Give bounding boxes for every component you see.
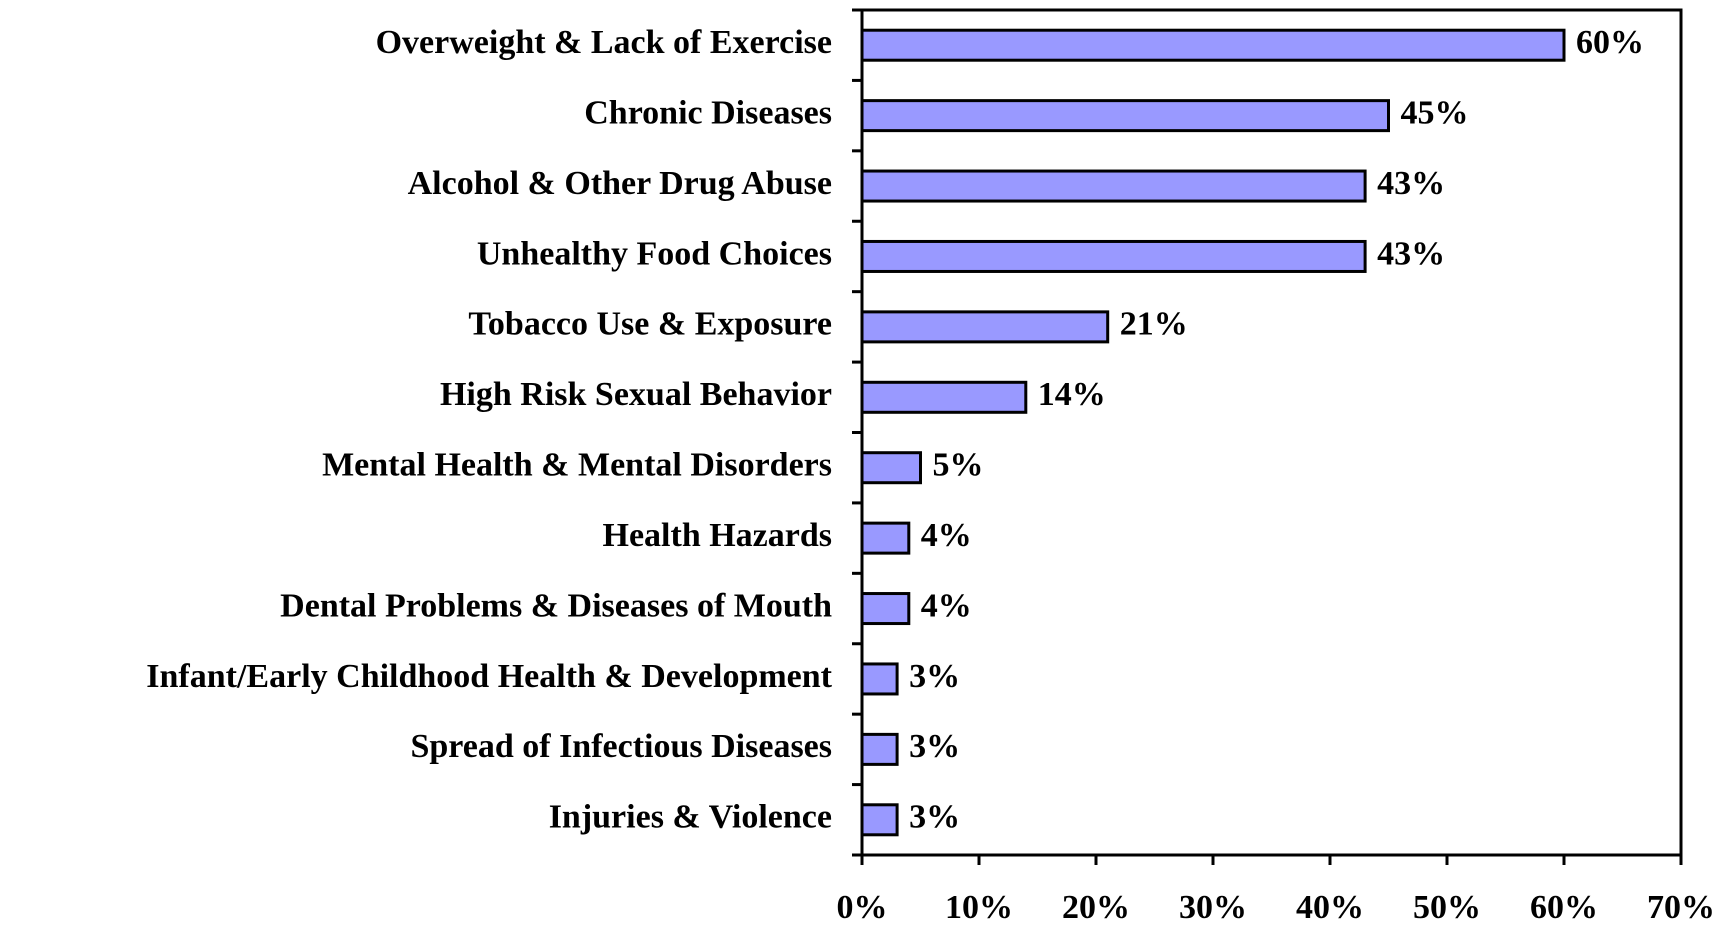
bar	[860, 239, 1367, 273]
x-tick-label: 50%	[1413, 889, 1481, 925]
category-label: Injuries & Violence	[549, 799, 832, 836]
bar	[860, 310, 1110, 344]
plot-frame	[860, 8, 1683, 857]
bar	[860, 169, 1367, 203]
value-label: 4%	[921, 587, 972, 624]
category-label: Spread of Infectious Diseases	[410, 728, 832, 765]
bar	[860, 662, 899, 696]
bar	[860, 521, 911, 555]
x-tick-label: 20%	[1062, 889, 1130, 925]
bar	[860, 99, 1390, 133]
value-label: 43%	[1377, 235, 1445, 272]
x-tick-label: 30%	[1179, 889, 1247, 925]
x-tick-label: 60%	[1530, 889, 1598, 925]
value-label: 3%	[909, 728, 960, 765]
bar	[860, 451, 922, 485]
x-tick-label: 70%	[1647, 889, 1715, 925]
value-label: 43%	[1377, 165, 1445, 202]
category-label: Chronic Diseases	[584, 94, 832, 131]
bar	[860, 803, 899, 837]
value-label: 60%	[1576, 24, 1644, 61]
value-label: 5%	[933, 447, 984, 484]
value-label: 45%	[1401, 94, 1469, 131]
value-label: 3%	[909, 799, 960, 836]
x-tick-label: 40%	[1296, 889, 1364, 925]
value-label: 21%	[1120, 306, 1188, 343]
category-label: Health Hazards	[603, 517, 832, 554]
category-label: Overweight & Lack of Exercise	[376, 24, 832, 61]
category-label: Mental Health & Mental Disorders	[322, 447, 832, 484]
category-label: Tobacco Use & Exposure	[468, 306, 832, 343]
bar	[860, 732, 899, 766]
value-label: 4%	[921, 517, 972, 554]
value-label: 14%	[1038, 376, 1106, 413]
bar	[860, 28, 1566, 62]
value-label: 3%	[909, 658, 960, 695]
category-label: High Risk Sexual Behavior	[440, 376, 832, 413]
bar	[860, 592, 911, 626]
x-tick-label: 10%	[945, 889, 1013, 925]
category-label: Infant/Early Childhood Health & Developm…	[146, 658, 832, 695]
bar	[860, 380, 1028, 414]
category-label: Dental Problems & Diseases of Mouth	[280, 587, 832, 624]
category-label: Unhealthy Food Choices	[477, 235, 832, 272]
x-tick-label: 0%	[837, 889, 888, 925]
category-label: Alcohol & Other Drug Abuse	[408, 165, 832, 202]
